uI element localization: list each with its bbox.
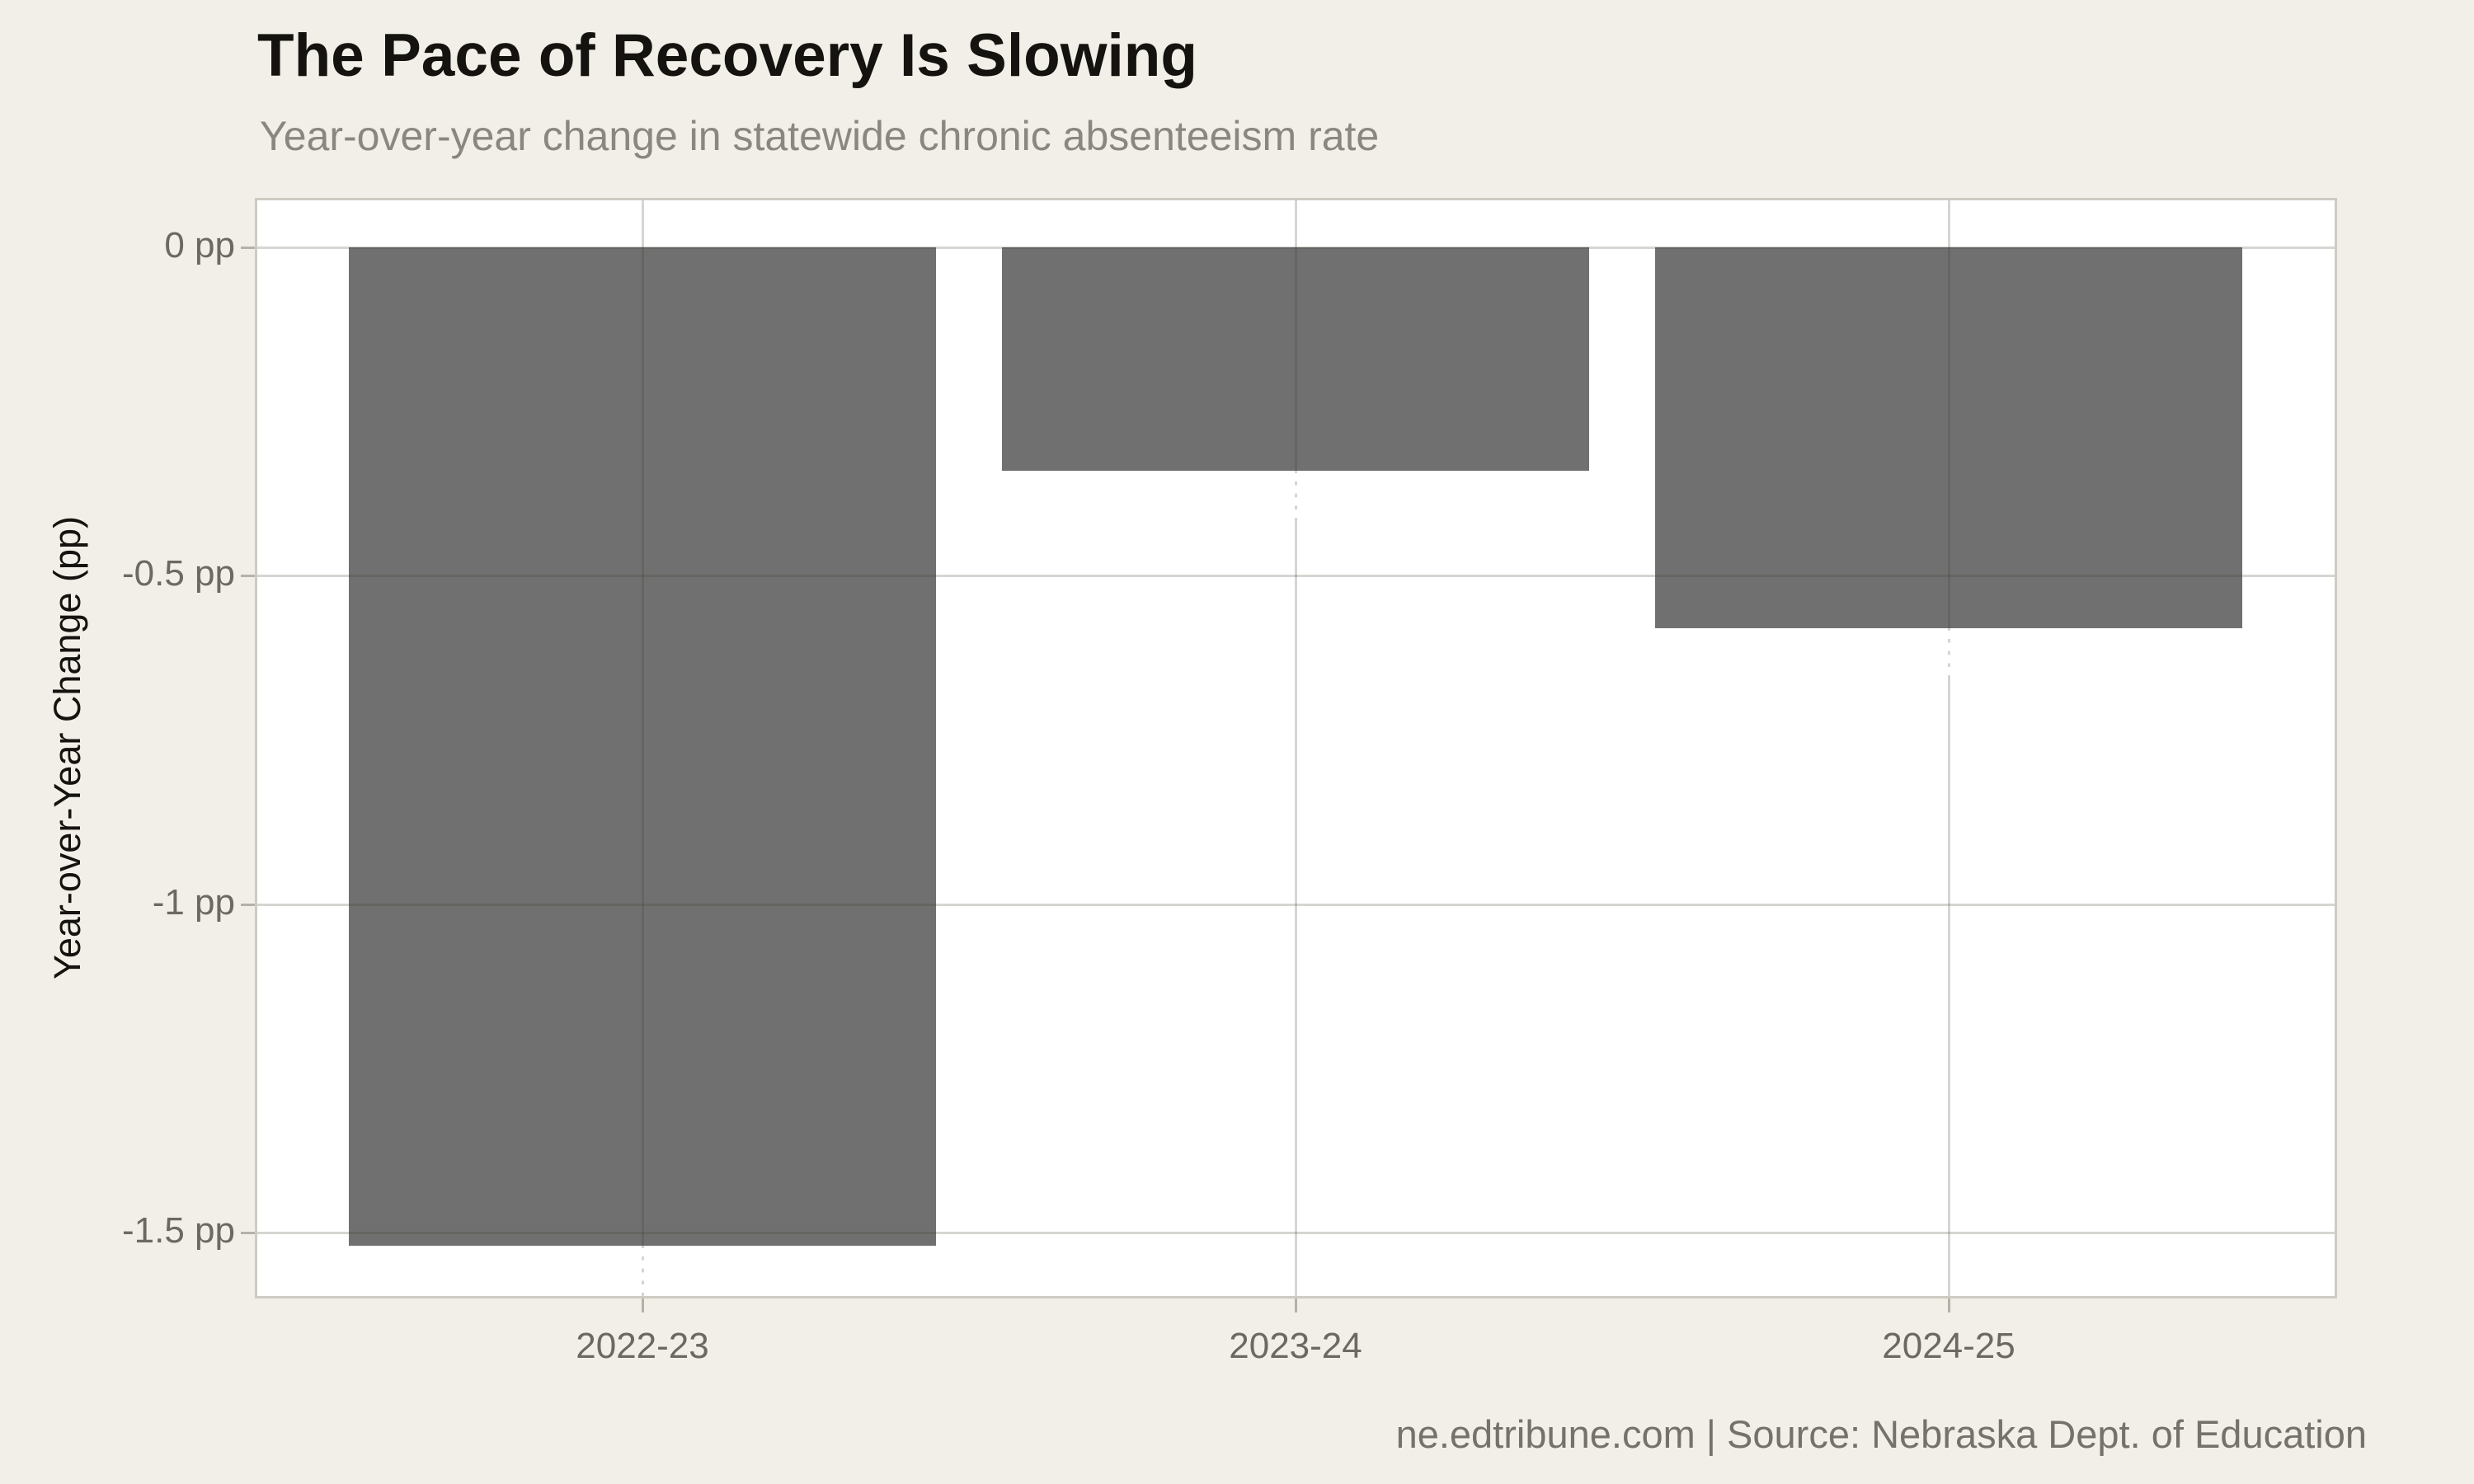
x-tick-label: 2022-23 [576, 1326, 709, 1366]
x-tick-mark [1295, 1298, 1297, 1313]
gridline-y--0.5 pp [257, 575, 2335, 578]
y-tick-label: -1.5 pp [122, 1210, 235, 1252]
bar-2024-25 [1655, 247, 2242, 629]
gridline-y-0 pp [257, 246, 2335, 249]
y-tick-label: -0.5 pp [122, 553, 235, 594]
x-tick-mark [642, 1298, 644, 1313]
bar-2022-23 [349, 247, 936, 1247]
gridline-y--1.5 pp [257, 1232, 2335, 1235]
chart-title: The Pace of Recovery Is Slowing [257, 22, 1197, 89]
x-tick-label: 2023-24 [1229, 1326, 1362, 1366]
chart-subtitle: Year-over-year change in statewide chron… [260, 113, 1380, 159]
y-tick-mark [241, 1232, 255, 1235]
x-tick-label: 2024-25 [1882, 1326, 2015, 1366]
bar-2023-24 [1002, 247, 1589, 471]
source-credit: ne.edtribune.com | Source: Nebraska Dept… [1395, 1412, 2367, 1456]
gridline-x-2022-23 [642, 200, 644, 1296]
y-tick-label: -1 pp [152, 881, 235, 923]
y-tick-mark [241, 903, 255, 906]
y-tick-mark [241, 575, 255, 578]
gridline-dash-gap [1294, 472, 1298, 518]
x-tick-mark [1948, 1298, 1950, 1313]
gridline-y--1 pp [257, 903, 2335, 906]
gridline-dash-gap [1947, 631, 1951, 676]
y-tick-mark [241, 246, 255, 249]
plot-panel [255, 198, 2337, 1298]
gridline-dash-gap [641, 1248, 645, 1294]
gridline-x-2024-25 [1948, 200, 1950, 1296]
gridline-x-2023-24 [1295, 200, 1297, 1296]
y-tick-label: 0 pp [164, 224, 235, 265]
